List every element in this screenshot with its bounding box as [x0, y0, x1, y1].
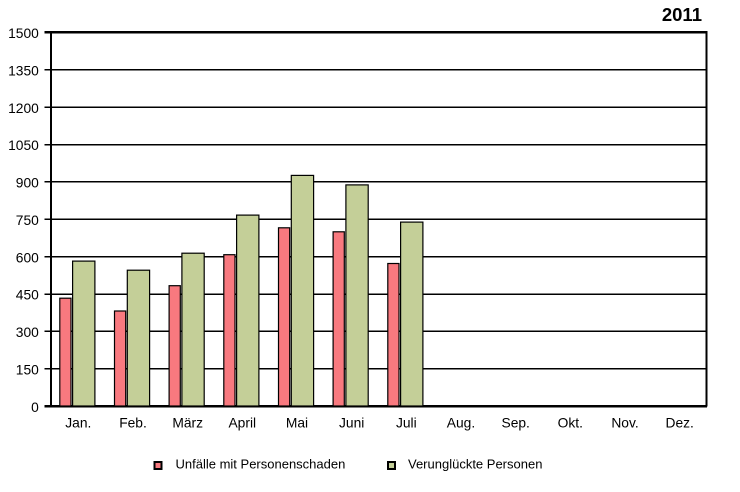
svg-text:600: 600	[16, 250, 39, 265]
svg-text:Feb.: Feb.	[119, 415, 147, 430]
svg-text:900: 900	[16, 176, 39, 191]
svg-text:Aug.: Aug.	[447, 415, 475, 430]
svg-text:1350: 1350	[8, 63, 39, 78]
svg-text:Dez.: Dez.	[666, 415, 694, 430]
svg-text:März: März	[172, 415, 203, 430]
svg-text:0: 0	[31, 400, 39, 415]
svg-text:Jan.: Jan.	[65, 415, 91, 430]
svg-text:Nov.: Nov.	[611, 415, 638, 430]
svg-text:Juni: Juni	[339, 415, 364, 430]
svg-text:Okt.: Okt.	[558, 415, 583, 430]
svg-text:1050: 1050	[8, 138, 39, 153]
svg-text:Juli: Juli	[396, 415, 417, 430]
svg-text:150: 150	[16, 363, 39, 378]
svg-text:1500: 1500	[8, 26, 39, 41]
svg-text:2011: 2011	[662, 4, 702, 25]
svg-text:Unfälle mit Personenschaden: Unfälle mit Personenschaden	[176, 456, 346, 471]
svg-text:300: 300	[16, 325, 39, 340]
svg-text:Mai: Mai	[286, 415, 308, 430]
svg-text:April: April	[228, 415, 256, 430]
svg-text:750: 750	[16, 213, 39, 228]
svg-text:Verunglückte Personen: Verunglückte Personen	[408, 456, 542, 471]
svg-text:450: 450	[16, 288, 39, 303]
svg-text:Sep.: Sep.	[502, 415, 530, 430]
svg-text:1200: 1200	[8, 101, 39, 116]
